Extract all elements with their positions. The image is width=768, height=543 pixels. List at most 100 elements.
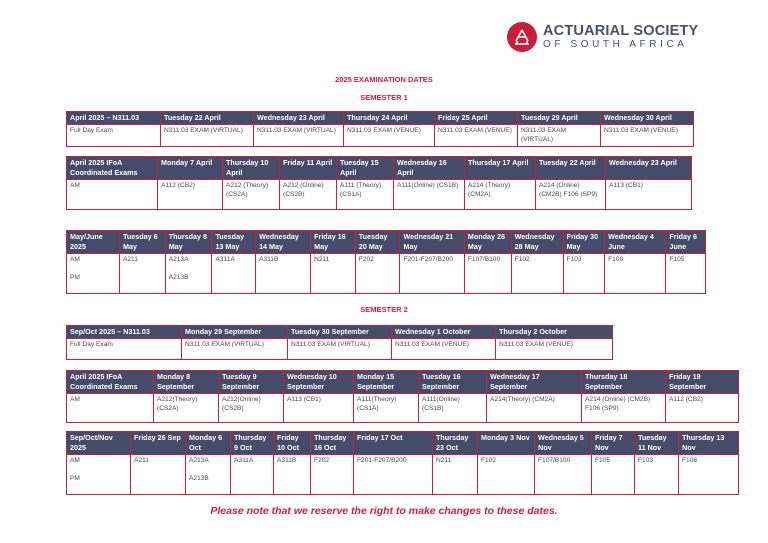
table-cell: F102 (510, 253, 564, 294)
table-cell: A212(Online) (CS2B) (218, 393, 284, 423)
table-header: Friday 6 June (665, 230, 706, 254)
table-cell: A113 (CB1) (283, 393, 354, 423)
table-header: Tuesday 16 September (418, 370, 487, 394)
table-header: Thursday 16 Oct (310, 431, 354, 455)
table-row: AM A212(Theory) (CS2A) A212(Online) (CS2… (66, 393, 739, 423)
table-header: Monday 6 Oct (185, 431, 231, 455)
table-cell: Full Day Exam (66, 124, 161, 147)
table-cell: A112 (CB2) (665, 393, 739, 423)
table-header: May/June 2025 (66, 230, 120, 254)
table-header: Tuesday 22 April (160, 111, 254, 125)
table-cell: F103 (634, 454, 679, 495)
table-header-row: May/June 2025 Tuesday 6 May Thursday 8 M… (66, 230, 706, 254)
table-header: Wednesday 5 Nov (534, 431, 592, 455)
table-header: Wednesday 16 April (393, 156, 465, 180)
table-cell: AM PM (66, 454, 131, 495)
table-cell: F108 (678, 454, 739, 495)
table-header: Thursday 8 May (164, 230, 213, 254)
table-header-row: Sep/Oct/Nov 2025 Friday 26 Sep Monday 6 … (66, 431, 739, 455)
table-cell: AM (66, 179, 158, 210)
table-header: Thursday 23 Oct (432, 431, 478, 455)
table-header-row: Sep/Oct 2025 – N311.03 Monday 29 Septemb… (66, 325, 613, 339)
table-header: Friday 25 April (434, 111, 518, 125)
table-cell: N311.03 EXAM (VENUE) (495, 338, 613, 360)
table-cell: A111(Theory) (CS1A) (353, 393, 419, 423)
table-cell: N311.03 EXAM (VENUE) (343, 124, 435, 147)
table-cell: A113 (CB1) (605, 179, 692, 210)
table-cell: A311B (255, 253, 312, 294)
table-cell: A212 (Theory) (CS2A) (222, 179, 280, 210)
table-header: Tuesday 20 May (354, 230, 401, 254)
table-header: Friday 30 May (562, 230, 606, 254)
s2-ifoa-table: April 2025 IFoA Coordinated Exams Monday… (66, 370, 739, 423)
table-header: Wednesday 30 April (600, 111, 694, 125)
table-header: Tuesday 22 April (535, 156, 606, 180)
table-header: Wednesday 1 October (391, 325, 496, 339)
table-row: AM A112 (CB2) A212 (Theory) (CS2A) A212 … (66, 179, 692, 210)
s1-n311-table: April 2025 – N311.03 Tuesday 22 April We… (66, 111, 694, 147)
table-header: Wednesday 10 September (283, 370, 354, 394)
table-header: Thursday 24 April (343, 111, 435, 125)
table-cell: N311.03 EXAM (VIRTUAL) (160, 124, 254, 147)
table-header: Friday 17 Oct (353, 431, 433, 455)
table-cell: N311.03 EXAM (VENUE) (434, 124, 518, 147)
table-cell: A214 (Theory) (CM2A) (464, 179, 536, 210)
table-cell: F102 (477, 454, 535, 495)
disclaimer-note: Please note that we reserve the right to… (210, 505, 558, 517)
table-cell: A211 (118, 253, 166, 294)
table-cell: F103 (562, 253, 606, 294)
table-cell: AM PM (66, 253, 120, 294)
table-cell: F107/B100 (463, 253, 512, 294)
table-cell: A111 (Theory) (CS1A) (336, 179, 394, 210)
asa-logo-icon (507, 22, 537, 52)
table-header: Tuesday 29 April (517, 111, 601, 125)
table-cell: F107/B100 (534, 454, 592, 495)
table-cell: A112 (CB2) (157, 179, 223, 210)
table-header: Tuesday 30 September (287, 325, 392, 339)
table-cell: Full Day Exam (66, 338, 182, 360)
table-header: Sep/Oct/Nov 2025 (66, 431, 131, 455)
table-row: Full Day Exam N311.03 EXAM (VIRTUAL) N31… (66, 338, 613, 360)
table-header: Monday 7 April (157, 156, 223, 180)
table-header: Thursday 10 April (222, 156, 280, 180)
table-header: Thursday 18 September (581, 370, 666, 394)
s2-n311-table: Sep/Oct 2025 – N311.03 Monday 29 Septemb… (66, 325, 613, 360)
s1-ifoa-table: April 2025 IFoA Coordinated Exams Monday… (66, 156, 692, 210)
table-header: Wednesday 14 May (255, 230, 312, 254)
table-cell: A213A A213B (164, 253, 213, 294)
table-header: Thursday 13 Nov (678, 431, 739, 455)
table-header: Friday 16 May (310, 230, 356, 254)
table-cell: F202 (354, 253, 401, 294)
table-cell: F105 (591, 454, 635, 495)
table-cell: A214 (Online) (CM2B) F106 (SP9) (535, 179, 606, 210)
table-cell: N311.03 EXAM (VIRTUAL) (287, 338, 392, 360)
table-cell: F108 (604, 253, 667, 294)
table-header: Friday 11 April (279, 156, 337, 180)
table-header: Tuesday 6 May (118, 230, 166, 254)
table-header: Tuesday 15 April (336, 156, 394, 180)
table-header: Tuesday 13 May (211, 230, 257, 254)
table-cell: A213A A213B (185, 454, 231, 495)
table-cell: N211 (432, 454, 478, 495)
table-cell: A311B (273, 454, 311, 495)
semester-1-heading: SEMESTER 1 (360, 93, 408, 102)
table-header: Sep/Oct 2025 – N311.03 (66, 325, 182, 339)
table-cell: N311.03 EXAM (VIRTUAL) (517, 124, 601, 147)
table-header: Monday 3 Nov (477, 431, 535, 455)
table-cell: N311.03 EXAM (VIRTUAL) (181, 338, 288, 360)
s2-sep-nov-table: Sep/Oct/Nov 2025 Friday 26 Sep Monday 6 … (66, 431, 739, 495)
semester-2-heading: SEMESTER 2 (360, 305, 408, 314)
table-header: Thursday 2 October (495, 325, 613, 339)
table-header: Monday 8 September (153, 370, 219, 394)
table-header-row: April 2025 IFoA Coordinated Exams Monday… (66, 156, 692, 180)
table-header: Wednesday 23 April (605, 156, 692, 180)
table-header: April 2025 IFoA Coordinated Exams (66, 370, 154, 394)
s1-may-june-table: May/June 2025 Tuesday 6 May Thursday 8 M… (66, 230, 706, 294)
table-cell: A212 (Online) (CS2B) (279, 179, 337, 210)
asa-logo: ACTUARIAL SOCIETY OF SOUTH AFRICA (507, 22, 698, 52)
table-header: Thursday 17 April (464, 156, 536, 180)
table-header: April 2025 – N311.03 (66, 111, 161, 125)
table-header: Monday 29 September (181, 325, 288, 339)
table-header: Friday 19 September (665, 370, 739, 394)
table-cell: N311.03 EXAM (VIRTUAL) (253, 124, 344, 147)
